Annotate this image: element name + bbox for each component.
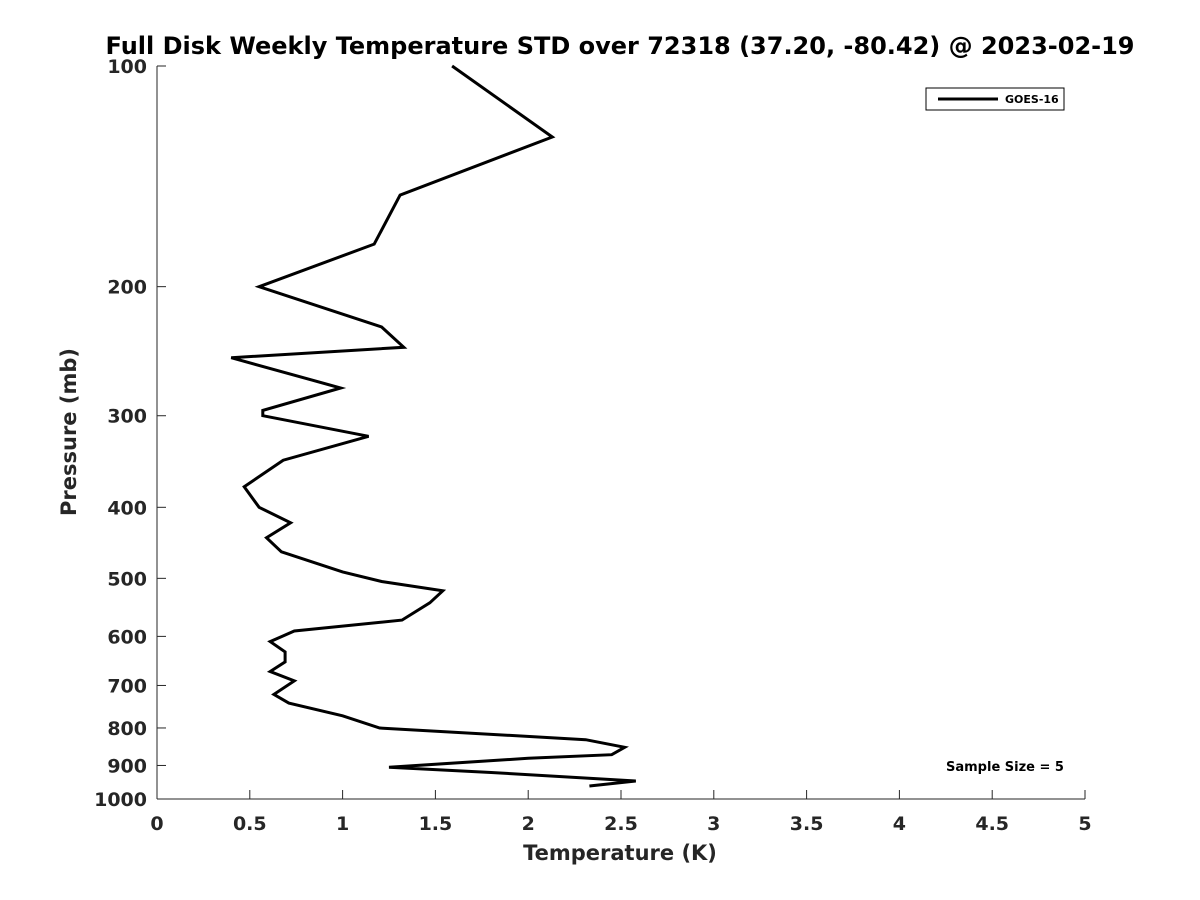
y-tick-label: 300 (107, 406, 147, 428)
x-tick-label: 3 (707, 813, 720, 835)
x-tick-label: 1.5 (419, 813, 453, 835)
legend-label-goes-16: GOES-16 (1005, 93, 1059, 106)
y-tick-label: 500 (107, 568, 147, 590)
x-tick-label: 2.5 (604, 813, 638, 835)
y-tick-label: 400 (107, 497, 147, 519)
y-axis-label: Pressure (mb) (57, 348, 81, 516)
x-tick-label: 3.5 (790, 813, 824, 835)
y-tick-label: 800 (107, 718, 147, 740)
x-tick-label: 2 (522, 813, 535, 835)
x-tick-label: 4 (893, 813, 906, 835)
y-tick-label: 900 (107, 755, 147, 777)
sample-size-annotation: Sample Size = 5 (946, 760, 1064, 775)
series-line-goes-16 (230, 64, 636, 788)
y-tick-label: 200 (107, 277, 147, 299)
x-tick-label: 0.5 (233, 813, 267, 835)
x-tick-label: 5 (1078, 813, 1091, 835)
y-axis-ticks: 100 200 300 400 500 600 700 800 900 1000 (94, 56, 166, 811)
x-axis-ticks: 0 0.5 1 1.5 2 2.5 3 3.5 4 4.5 5 (150, 790, 1092, 835)
chart-title: Full Disk Weekly Temperature STD over 72… (106, 32, 1135, 60)
y-tick-label: 700 (107, 675, 147, 697)
x-axis-label: Temperature (K) (523, 841, 717, 865)
y-tick-label: 600 (107, 626, 147, 648)
x-tick-label: 1 (336, 813, 349, 835)
y-tick-label: 1000 (94, 789, 147, 811)
x-tick-label: 4.5 (975, 813, 1009, 835)
legend: GOES-16 (925, 87, 1065, 111)
y-tick-label: 100 (107, 56, 147, 78)
x-tick-label: 0 (150, 813, 163, 835)
series-layer (230, 64, 636, 788)
